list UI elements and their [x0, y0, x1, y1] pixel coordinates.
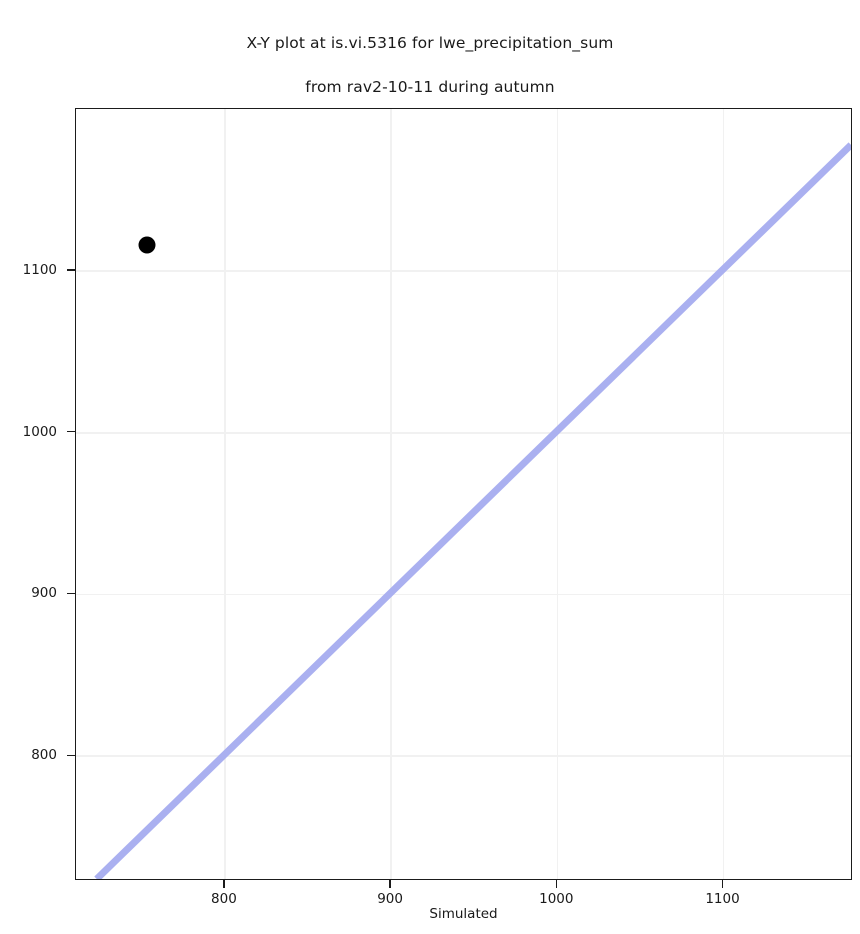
gridline-vertical [224, 109, 226, 879]
x-axis-tick-label: 1100 [705, 891, 740, 907]
x-axis-label: Simulated [429, 906, 498, 922]
chart-title-line-1: X-Y plot at is.vi.5316 for lwe_precipita… [246, 34, 614, 52]
plot-area [75, 108, 852, 880]
gridline-horizontal [76, 755, 851, 758]
x-axis-tick-label: 800 [211, 891, 237, 907]
y-axis-tick [67, 592, 75, 595]
x-axis-tick [389, 880, 391, 888]
x-axis-tick-label: 900 [377, 891, 403, 907]
x-axis-tick [223, 880, 225, 888]
gridline-horizontal [76, 270, 851, 272]
x-axis-tick-label: 1000 [539, 891, 574, 907]
one-to-one-reference-line [94, 142, 851, 879]
chart-title-line-2: from rav2-10-11 during autumn [305, 78, 555, 96]
y-axis-tick [67, 431, 75, 433]
y-axis-tick-label: 1100 [22, 261, 57, 278]
chart-title: X-Y plot at is.vi.5316 for lwe_precipita… [0, 10, 860, 120]
gridline-vertical [390, 109, 392, 879]
gridline-horizontal [76, 593, 851, 596]
gridline-horizontal [76, 431, 851, 434]
x-axis-tick [721, 880, 724, 888]
gridline-vertical [556, 109, 559, 879]
y-axis-tick [67, 754, 75, 756]
data-point [138, 236, 156, 254]
x-axis-tick [555, 880, 557, 888]
y-axis-tick-label: 900 [31, 585, 57, 602]
y-axis-tick [67, 269, 75, 271]
y-axis-tick-label: 1000 [22, 423, 57, 440]
y-axis-tick-label: 800 [31, 747, 57, 764]
gridline-vertical [722, 109, 725, 879]
